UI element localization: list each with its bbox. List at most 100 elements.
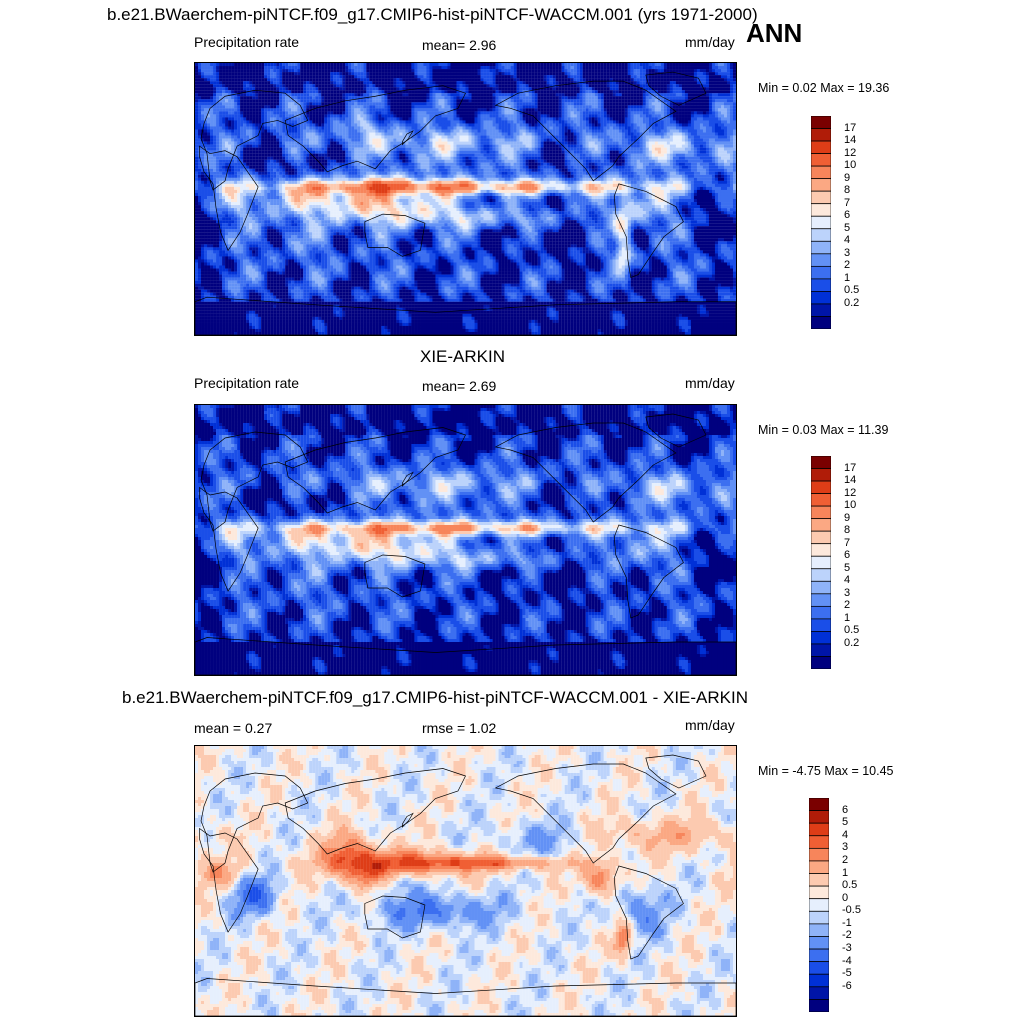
field-cell (663, 66, 667, 70)
field-cell (714, 114, 719, 118)
field-cell (714, 111, 719, 115)
field-cell (459, 129, 463, 133)
field-cell (318, 87, 322, 91)
field-cell (417, 69, 421, 73)
field-cell (468, 129, 472, 133)
field-cell (693, 90, 698, 94)
field-cell (669, 135, 673, 139)
field-cell (363, 66, 367, 70)
field-cell (246, 135, 250, 139)
field-cell (318, 111, 322, 115)
field-cell (651, 111, 655, 115)
field-cell (501, 111, 505, 115)
field-cell (312, 138, 316, 142)
field-cell (711, 114, 716, 118)
field-cell (300, 84, 304, 88)
field-cell (270, 108, 274, 112)
field-cell (282, 66, 286, 70)
field-cell (228, 72, 232, 76)
field-cell (699, 99, 704, 103)
field-cell (378, 135, 382, 139)
field-cell (420, 87, 424, 91)
field-cell (486, 75, 490, 79)
field-cell (375, 63, 379, 67)
field-cell (387, 78, 391, 82)
field-cell (627, 114, 631, 118)
field-cell (339, 126, 343, 130)
field-cell (510, 72, 514, 76)
field-cell (288, 126, 292, 130)
field-cell (594, 123, 598, 127)
field-cell (207, 66, 211, 70)
field-cell (222, 87, 226, 91)
field-cell (240, 96, 244, 100)
field-cell (264, 108, 268, 112)
field-cell (249, 108, 253, 112)
field-cell (576, 78, 580, 82)
field-cell (474, 138, 478, 142)
field-cell (465, 102, 469, 106)
field-cell (459, 96, 463, 100)
field-cell (327, 87, 331, 91)
field-cell (519, 84, 523, 88)
field-cell (672, 93, 676, 97)
field-cell (492, 129, 496, 133)
field-cell (501, 132, 505, 136)
field-cell (474, 120, 478, 124)
field-cell (684, 141, 688, 145)
field-cell (600, 126, 604, 130)
field-cell (726, 93, 731, 97)
field-cell (696, 63, 701, 67)
field-cell (549, 81, 553, 85)
field-cell (714, 120, 719, 124)
field-cell (219, 114, 223, 118)
field-cell (396, 69, 400, 73)
field-cell (558, 69, 562, 73)
field-cell (264, 69, 268, 73)
field-cell (705, 132, 710, 136)
field-cell (237, 144, 241, 148)
field-cell (558, 81, 562, 85)
field-cell (615, 87, 619, 91)
field-cell (468, 72, 472, 76)
field-cell (306, 135, 310, 139)
field-cell (408, 126, 412, 130)
field-cell (204, 69, 208, 73)
field-cell (405, 84, 409, 88)
field-cell (258, 75, 262, 79)
field-cell (657, 63, 661, 67)
field-cell (555, 99, 559, 103)
field-cell (444, 66, 448, 70)
field-cell (321, 96, 325, 100)
field-cell (489, 69, 493, 73)
field-cell (621, 123, 625, 127)
field-cell (351, 63, 355, 67)
field-cell (489, 144, 493, 148)
field-cell (513, 63, 517, 67)
field-cell (615, 84, 619, 88)
field-cell (366, 117, 370, 121)
field-cell (462, 93, 466, 97)
field-cell (384, 144, 388, 148)
field-cell (606, 114, 610, 118)
field-cell (564, 84, 568, 88)
field-cell (627, 105, 631, 109)
field-cell (594, 135, 598, 139)
field-cell (246, 123, 250, 127)
field-cell (303, 105, 307, 109)
field-cell (429, 108, 433, 112)
field-cell (339, 144, 343, 148)
field-cell (405, 78, 409, 82)
field-cell (570, 132, 574, 136)
field-cell (261, 81, 265, 85)
field-cell (438, 72, 442, 76)
field-cell (318, 72, 322, 76)
field-cell (447, 114, 451, 118)
field-cell (429, 99, 433, 103)
field-cell (372, 129, 376, 133)
field-cell (651, 96, 655, 100)
field-cell (678, 81, 682, 85)
field-cell (327, 132, 331, 136)
field-cell (426, 99, 430, 103)
field-cell (660, 84, 664, 88)
